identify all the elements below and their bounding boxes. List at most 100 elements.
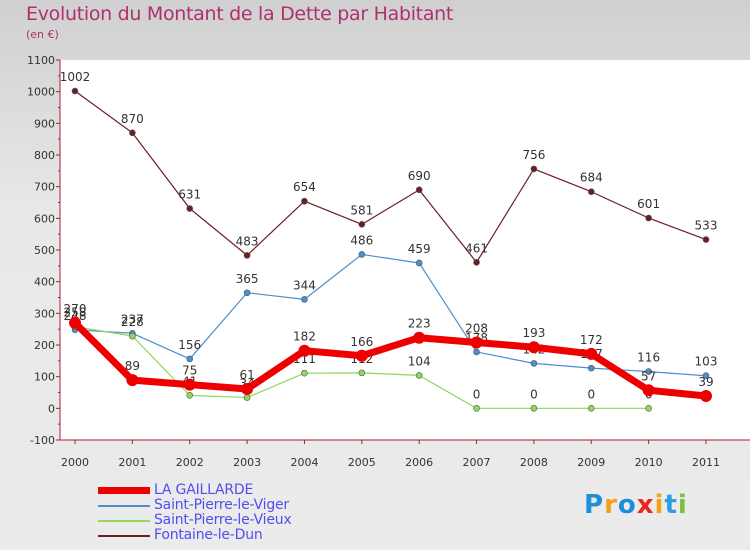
data-point <box>241 383 254 396</box>
data-point <box>527 341 540 354</box>
data-point <box>71 87 79 95</box>
data-point <box>587 405 595 412</box>
x-tick-label: 2000 <box>61 456 89 469</box>
data-label: 89 <box>125 359 140 373</box>
x-tick-label: 2006 <box>405 456 433 469</box>
data-label: 601 <box>637 197 660 211</box>
y-tick-label: 600 <box>34 212 55 225</box>
data-point <box>530 360 538 367</box>
y-tick-label: -100 <box>30 434 55 447</box>
data-label: 870 <box>121 112 144 126</box>
logo-letter: r <box>604 490 618 520</box>
data-label: 166 <box>350 335 373 349</box>
data-point <box>530 405 538 412</box>
data-point <box>530 165 538 173</box>
y-tick-label: 800 <box>34 149 55 162</box>
y-tick-label: 1100 <box>27 54 55 67</box>
data-point <box>473 405 480 412</box>
data-label: 654 <box>293 180 316 194</box>
data-point <box>642 384 655 397</box>
data-label: 208 <box>465 321 488 335</box>
data-point <box>702 372 710 380</box>
logo-letter: i <box>677 490 688 520</box>
logo-letter: i <box>654 490 665 520</box>
data-label: 172 <box>580 333 603 347</box>
data-label: 631 <box>178 188 201 202</box>
x-tick-label: 2010 <box>635 456 663 469</box>
data-label: 461 <box>465 241 488 255</box>
data-point <box>473 259 480 266</box>
data-label: 1002 <box>60 70 91 84</box>
data-point <box>473 348 480 356</box>
data-point <box>587 188 595 196</box>
data-label: 182 <box>293 330 316 344</box>
x-tick-label: 2011 <box>692 456 720 469</box>
data-label: 483 <box>236 234 259 248</box>
series-line <box>74 253 707 377</box>
x-tick-label: 2007 <box>463 456 491 469</box>
data-label: 258 <box>64 306 87 320</box>
data-point <box>415 259 423 267</box>
data-label: 116 <box>637 351 660 365</box>
data-label: 581 <box>350 203 373 217</box>
legend-swatch <box>98 487 150 494</box>
proxiti-logo: Proxiti <box>584 490 688 520</box>
y-tick-label: 300 <box>34 307 55 320</box>
data-point <box>702 236 710 243</box>
legend-label: Fontaine-le-Dun <box>154 527 263 543</box>
data-point <box>243 252 251 259</box>
data-label: 0 <box>530 387 538 401</box>
data-label: 39 <box>698 375 713 389</box>
data-point <box>129 332 136 340</box>
data-label: 248 <box>64 309 87 323</box>
data-point <box>358 369 366 377</box>
data-point <box>413 331 426 344</box>
data-point <box>470 336 483 349</box>
legend-label: LA GAILLARDE <box>154 482 254 498</box>
data-point <box>355 349 368 362</box>
data-point <box>183 378 196 391</box>
data-label: 237 <box>121 312 144 326</box>
data-point <box>645 214 652 222</box>
plot-area <box>60 60 750 440</box>
data-point <box>301 197 308 205</box>
data-point <box>243 289 251 297</box>
data-label: 57 <box>641 369 656 383</box>
data-label: 486 <box>350 233 373 247</box>
data-point <box>186 392 194 399</box>
data-point <box>186 355 194 363</box>
data-label: 459 <box>408 242 431 256</box>
y-tick-label: 400 <box>34 276 55 289</box>
data-point <box>69 316 81 329</box>
data-label: 61 <box>239 368 254 382</box>
y-tick-label: 700 <box>34 181 55 194</box>
legend-swatch <box>98 520 150 522</box>
data-label: 0 <box>473 387 481 401</box>
data-point <box>129 129 136 137</box>
data-label: 690 <box>408 169 431 183</box>
series-line <box>74 90 707 263</box>
data-label: 103 <box>695 355 718 369</box>
data-point <box>700 389 712 402</box>
x-tick-label: 2001 <box>118 456 146 469</box>
x-tick-label: 2005 <box>348 456 376 469</box>
y-tick-label: 0 <box>48 402 55 415</box>
data-point <box>415 372 423 379</box>
data-point <box>587 364 595 372</box>
data-point <box>301 369 308 377</box>
data-label: 156 <box>178 338 201 352</box>
y-tick-label: 900 <box>34 117 55 130</box>
x-tick-label: 2008 <box>520 456 548 469</box>
data-label: 756 <box>522 148 545 162</box>
logo-letter: P <box>584 490 605 520</box>
data-label: 344 <box>293 278 316 292</box>
data-point <box>415 186 423 194</box>
data-label: 193 <box>522 326 545 340</box>
chart-title: Evolution du Montant de la Dette par Hab… <box>26 3 454 25</box>
logo-letter: t <box>664 490 678 520</box>
data-point <box>301 296 308 303</box>
y-tick-label: 200 <box>34 339 55 352</box>
legend-label: Saint-Pierre-le-Viger <box>154 497 289 513</box>
